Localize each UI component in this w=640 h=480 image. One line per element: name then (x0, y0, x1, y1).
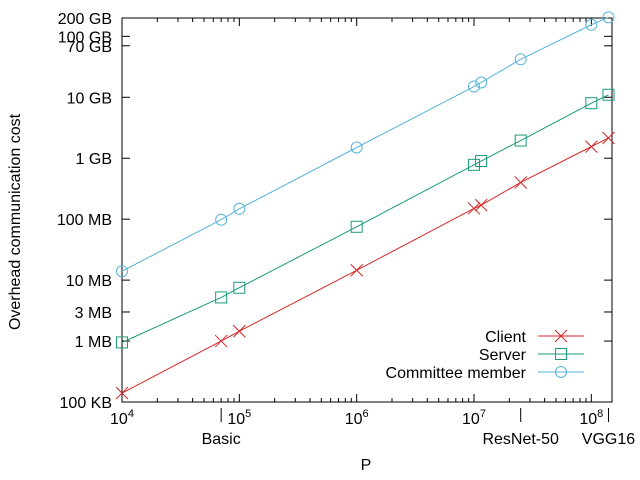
annotation-label: ResNet-50 (482, 431, 559, 448)
data-point (233, 281, 246, 294)
data-point (116, 336, 128, 349)
series-server (116, 88, 615, 349)
data-point (475, 76, 488, 89)
data-point (468, 80, 481, 93)
marker-stroke (554, 329, 568, 343)
data-point (514, 53, 527, 66)
x-tick-label: 107 (462, 408, 486, 428)
data-point (468, 158, 481, 171)
series-committee-member (116, 11, 615, 278)
x-tick-label: 106 (345, 408, 369, 428)
y-tick-label: 1 MB (75, 334, 112, 351)
y-axis: 100 KB 1 MB 3 MB 10 MB 100 MB 1 GB 10 GB 70 GB1… (57, 11, 612, 412)
data-point (602, 131, 615, 145)
data-point (350, 141, 363, 154)
data-point (215, 213, 228, 226)
y-tick-label: 1 GB (76, 151, 112, 168)
marker-stroke (232, 324, 246, 338)
data-point (514, 134, 527, 147)
x-annotations: Basic ResNet-50 VGG16 (202, 408, 635, 448)
annotation-label: Basic (202, 431, 241, 448)
x-tick-label: 105 (227, 408, 251, 428)
data-point (475, 155, 488, 168)
legend-label: Committee member (386, 365, 527, 382)
series-layer (115, 11, 615, 400)
legend-label: Server (479, 347, 527, 364)
x-tick-label: 104 (110, 408, 134, 428)
data-point (467, 202, 481, 215)
marker-stroke (602, 131, 615, 145)
data-point (115, 386, 129, 400)
x-tick-label: 108 (579, 408, 603, 428)
series-client (115, 131, 615, 400)
data-point (584, 140, 598, 153)
marker-stroke (350, 263, 364, 277)
y-tick-label: 70 GB (67, 39, 112, 56)
y-tick-label: 200 GB (58, 11, 112, 28)
legend-label: Client (485, 329, 526, 346)
data-point (233, 202, 246, 215)
y-tick-label: 100 MB (57, 212, 112, 229)
y-axis-label: Overhead communication cost (7, 113, 24, 330)
y-tick-label: 10 GB (67, 90, 112, 107)
y-tick-label: 3 MB (75, 305, 112, 322)
y-tick-label: 10 MB (66, 273, 112, 290)
plot-frame (121, 17, 613, 403)
marker-stroke (467, 202, 481, 215)
legend-marker (555, 366, 567, 378)
data-point (474, 198, 488, 212)
data-point (514, 176, 528, 189)
marker-stroke (115, 386, 129, 400)
x-axis-label: P (361, 457, 372, 474)
y-tick-label: 100 GB (58, 29, 112, 46)
data-point (215, 291, 228, 304)
series-line (121, 94, 609, 343)
marker-stroke (474, 198, 488, 212)
data-point (214, 334, 228, 348)
data-point (585, 18, 598, 31)
series-line (121, 16, 609, 272)
marker-stroke (514, 176, 528, 189)
data-point (602, 11, 615, 24)
legend-marker (554, 329, 568, 343)
data-point (232, 324, 246, 338)
data-point (350, 263, 364, 277)
x-axis: 104 105 106 107 108 (110, 18, 603, 428)
y-tick-label: 100 KB (60, 395, 112, 412)
marker-stroke (214, 334, 228, 348)
data-point (116, 265, 128, 278)
marker-stroke (584, 140, 598, 153)
data-point (585, 97, 598, 110)
data-point (350, 220, 363, 233)
data-point (602, 88, 615, 101)
legend-marker (555, 348, 567, 360)
plot-border (121, 17, 613, 403)
annotation-label: VGG16 (582, 431, 635, 448)
